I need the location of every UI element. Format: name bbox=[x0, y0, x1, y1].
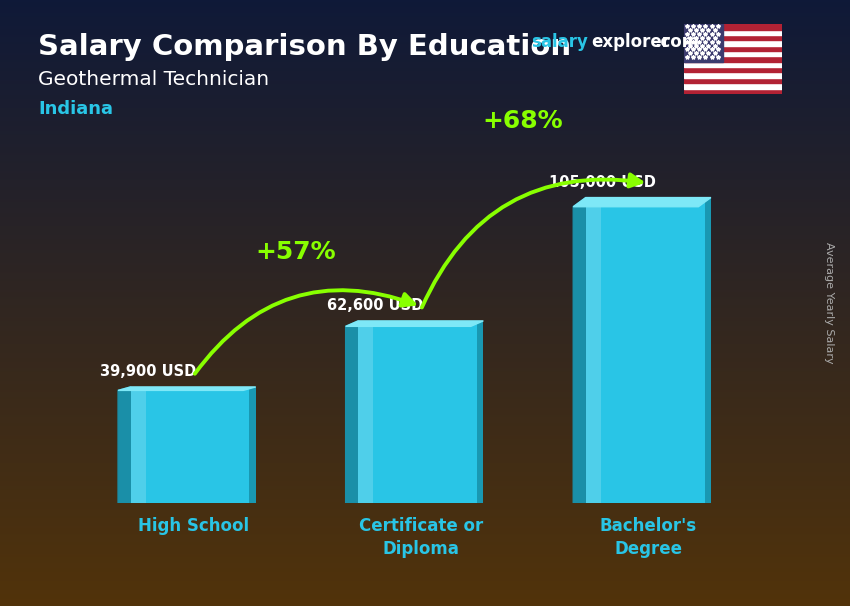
Polygon shape bbox=[346, 321, 358, 503]
Bar bbox=[705, 198, 711, 503]
Bar bbox=[358, 321, 484, 503]
Text: .com: .com bbox=[654, 33, 700, 52]
Bar bbox=[684, 30, 782, 35]
Polygon shape bbox=[346, 321, 484, 327]
Polygon shape bbox=[573, 198, 586, 503]
Text: Geothermal Technician: Geothermal Technician bbox=[38, 70, 269, 88]
Polygon shape bbox=[118, 387, 256, 390]
Bar bbox=[586, 198, 711, 503]
Bar bbox=[684, 51, 782, 56]
Bar bbox=[684, 67, 782, 73]
Text: 62,600 USD: 62,600 USD bbox=[327, 298, 423, 313]
Bar bbox=[684, 56, 782, 62]
Polygon shape bbox=[573, 198, 711, 207]
Bar bbox=[131, 387, 145, 503]
Bar bbox=[358, 321, 373, 503]
Bar bbox=[684, 24, 723, 62]
Bar bbox=[131, 387, 256, 503]
Text: 105,000 USD: 105,000 USD bbox=[549, 175, 656, 190]
Text: +68%: +68% bbox=[483, 109, 564, 133]
Bar bbox=[684, 78, 782, 83]
Text: 39,900 USD: 39,900 USD bbox=[99, 364, 196, 379]
Bar bbox=[684, 45, 782, 51]
Bar bbox=[250, 387, 256, 503]
Bar bbox=[684, 24, 782, 30]
Bar bbox=[477, 321, 484, 503]
Text: explorer: explorer bbox=[591, 33, 670, 52]
Text: Indiana: Indiana bbox=[38, 100, 113, 118]
Text: Average Yearly Salary: Average Yearly Salary bbox=[824, 242, 834, 364]
Bar bbox=[586, 198, 601, 503]
Bar bbox=[684, 41, 782, 45]
Bar bbox=[684, 62, 782, 67]
Bar bbox=[684, 35, 782, 41]
Bar bbox=[684, 73, 782, 78]
Text: +57%: +57% bbox=[255, 240, 336, 264]
Bar bbox=[684, 83, 782, 88]
Text: Salary Comparison By Education: Salary Comparison By Education bbox=[38, 33, 571, 61]
Bar bbox=[684, 88, 782, 94]
Text: salary: salary bbox=[531, 33, 588, 52]
Polygon shape bbox=[118, 387, 131, 503]
